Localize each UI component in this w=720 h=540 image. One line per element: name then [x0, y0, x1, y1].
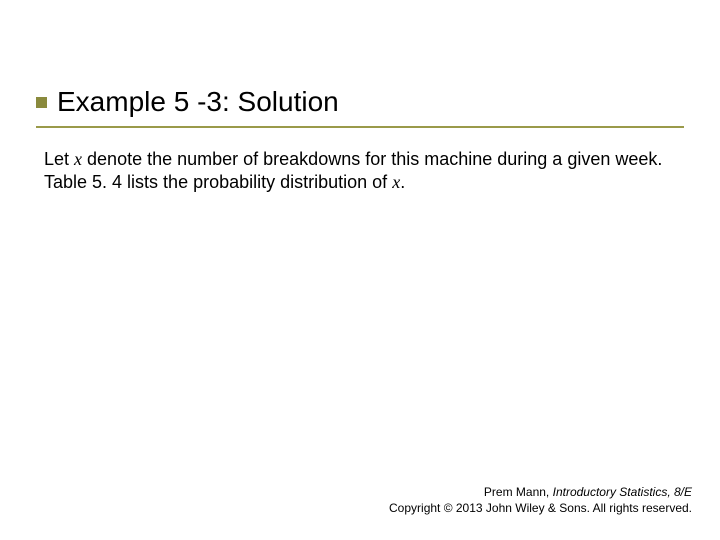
title-row: Example 5 -3: Solution: [36, 86, 684, 118]
body-text: Let x denote the number of breakdowns fo…: [44, 148, 676, 194]
footer-book-title: Introductory Statistics, 8/E: [553, 485, 692, 499]
footer-line-1: Prem Mann, Introductory Statistics, 8/E: [389, 484, 692, 500]
variable-x: x: [74, 149, 82, 169]
body-seg-a: Let: [44, 149, 74, 169]
footer-line-2: Copyright © 2013 John Wiley & Sons. All …: [389, 500, 692, 516]
variable-x-2: x: [392, 172, 400, 192]
body-seg-b: denote the number of breakdowns for this…: [44, 149, 662, 192]
slide-title: Example 5 -3: Solution: [57, 86, 339, 118]
slide: Example 5 -3: Solution Let x denote the …: [0, 0, 720, 540]
title-underline: [36, 126, 684, 128]
body-seg-c: .: [400, 172, 405, 192]
bullet-icon: [36, 97, 47, 108]
footer: Prem Mann, Introductory Statistics, 8/E …: [389, 484, 692, 516]
footer-author: Prem Mann,: [484, 485, 553, 499]
